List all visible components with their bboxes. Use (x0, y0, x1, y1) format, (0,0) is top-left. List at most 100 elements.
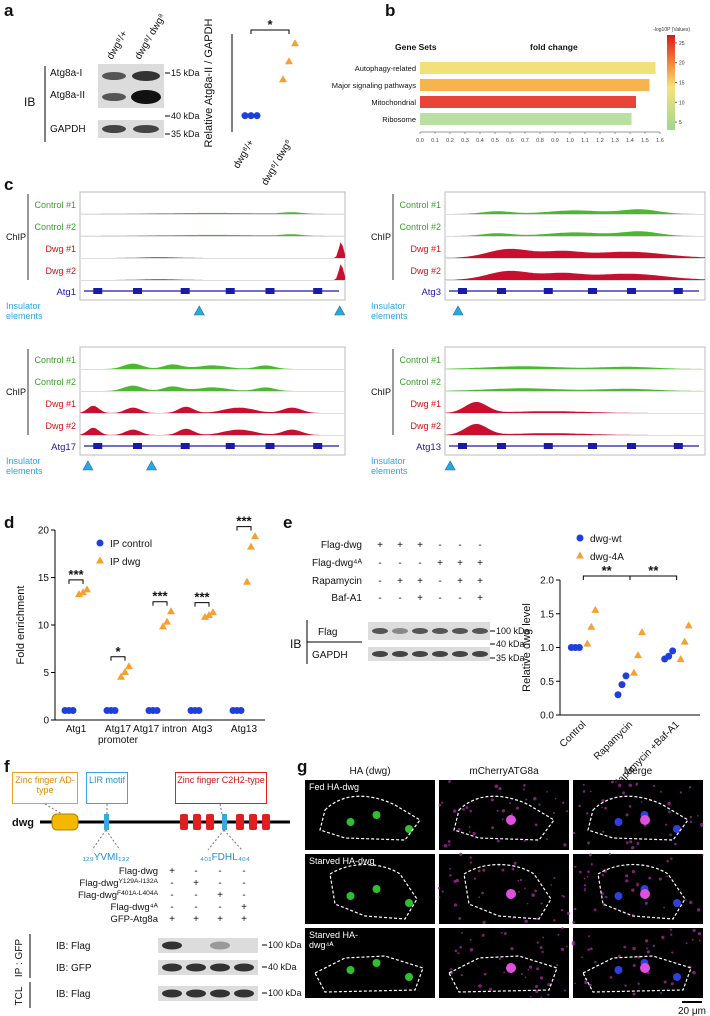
data-point (75, 590, 83, 598)
blot-image (98, 120, 164, 138)
speckle (483, 972, 487, 976)
condition-sign: + (377, 540, 383, 551)
speckle (481, 933, 485, 937)
speckle (578, 804, 581, 808)
speckle (561, 801, 565, 804)
kda-label: 100 kDa (268, 988, 302, 998)
colorbar-tick-label: 5 (679, 120, 682, 126)
domain (206, 814, 214, 830)
nucleus (673, 973, 681, 981)
condition-sign: - (242, 878, 245, 889)
y-tick-label: 0.0 (540, 711, 554, 722)
speckle (478, 984, 482, 988)
label-box: Starved HA-dwg⁴ᴬ (309, 931, 358, 950)
domain (104, 814, 109, 830)
speckle (457, 827, 461, 831)
bar (420, 62, 656, 74)
coverage-track (445, 248, 705, 258)
speckle (636, 841, 640, 845)
puncta (506, 815, 516, 825)
speckle (644, 901, 648, 905)
coverage-track (445, 366, 705, 369)
condition-sign: - (194, 890, 197, 901)
domain-label: Zinc finger C2H2-type (175, 772, 267, 804)
coverage-track (80, 363, 345, 369)
speckle (449, 874, 452, 877)
micrograph (573, 854, 703, 924)
speckle (670, 933, 673, 936)
speckle (441, 890, 444, 893)
blot-band (162, 941, 182, 950)
column-header: HA (dwg) (349, 766, 390, 777)
speckle (647, 971, 650, 975)
speckle (536, 941, 539, 944)
label-main: Flag-dwg (79, 878, 118, 889)
speckle (539, 976, 544, 980)
y-tick-label: Major signaling pathways (332, 81, 416, 90)
y-tick-label: 0 (43, 716, 49, 727)
speckle (582, 783, 585, 786)
domain-label: LIR motif (86, 772, 128, 804)
speckle (661, 935, 665, 940)
blot-image (368, 622, 490, 640)
bar (420, 113, 632, 125)
condition-label: Baf-A1 (331, 593, 362, 604)
condition-sign: + (417, 540, 423, 551)
data-point (153, 707, 161, 714)
speckle (566, 945, 568, 948)
speckle (625, 841, 629, 844)
puncta (506, 963, 516, 973)
data-point (665, 652, 673, 660)
insulator-marker (452, 305, 464, 316)
speckle (601, 799, 605, 803)
condition-sign: + (169, 866, 175, 877)
micrograph (305, 854, 435, 924)
ib-label: IB (290, 637, 301, 651)
track-frame (444, 191, 706, 301)
speckle (462, 807, 465, 811)
condition-sign: - (378, 558, 381, 569)
exon (673, 288, 683, 294)
gene-label: Atg13 (416, 442, 441, 453)
speckle (469, 948, 474, 952)
column-header: mCherryATG8a (469, 766, 539, 777)
blot-band (432, 651, 448, 657)
data-point (634, 651, 642, 659)
speckle (533, 796, 537, 801)
speckle (468, 826, 471, 828)
speckle (527, 968, 530, 971)
nucleus (614, 966, 623, 974)
x-tick-label: 1.1 (581, 138, 589, 144)
speckle (472, 832, 476, 836)
speckle (666, 875, 669, 878)
band-label: Flag (318, 627, 337, 638)
coverage-track (80, 427, 345, 435)
speckle (587, 841, 591, 845)
condition-sign: - (218, 902, 221, 913)
condition-sign: + (477, 558, 483, 569)
speckle (572, 921, 575, 924)
legend-label: dwg-wt (590, 534, 622, 545)
panel-label: e (283, 513, 292, 532)
exon (225, 288, 235, 294)
significance-bracket (236, 526, 252, 531)
speckle (515, 806, 519, 810)
speckle (665, 823, 668, 826)
speckle (528, 965, 533, 969)
significance-label: *** (236, 514, 252, 529)
speckle (461, 931, 463, 934)
speckle (601, 892, 604, 896)
data-point (684, 621, 693, 629)
speckle (490, 798, 494, 802)
domain (222, 814, 227, 830)
speckle (491, 826, 495, 830)
speckle (510, 947, 514, 951)
speckle (696, 815, 699, 817)
coverage-track (80, 385, 345, 391)
data-point (285, 57, 293, 65)
nucleus (673, 899, 681, 907)
condition-sign: - (458, 540, 461, 551)
y-tick-label: Ribosome (382, 115, 416, 124)
bar (420, 79, 650, 91)
